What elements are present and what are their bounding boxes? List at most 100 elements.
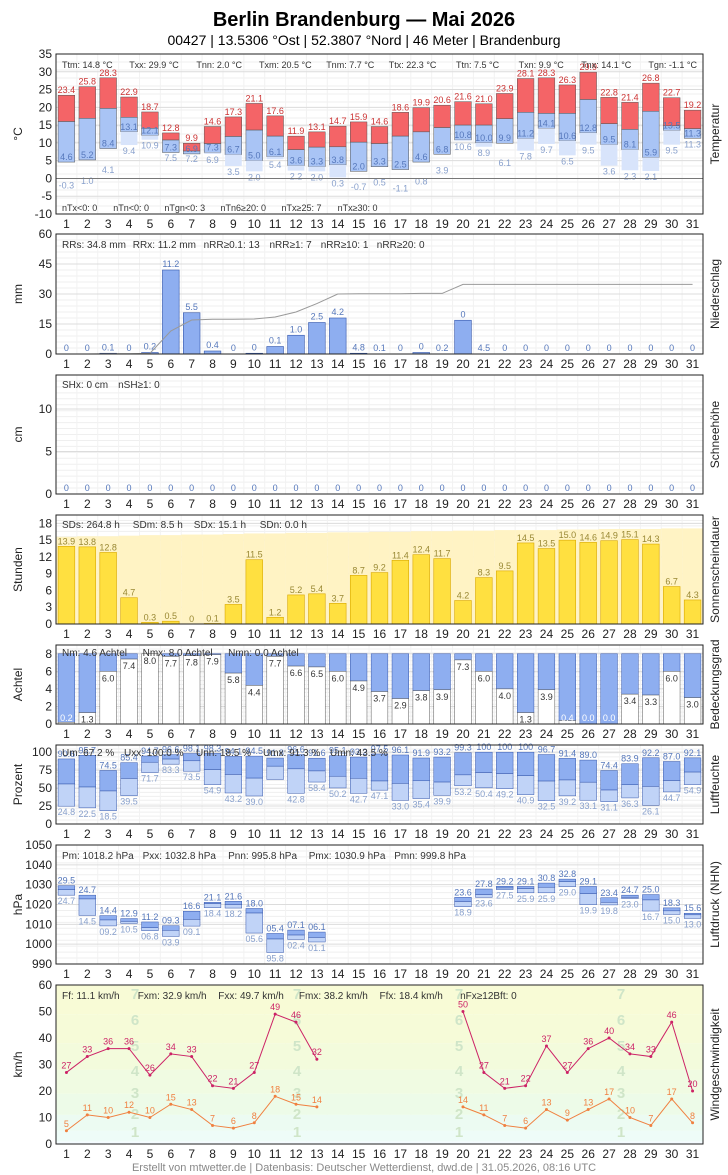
possible-sunshine-bar — [264, 533, 286, 624]
gust-point — [148, 1073, 152, 1077]
pressure-lower-bar — [99, 919, 117, 927]
mean-wind-label: 6 — [231, 1116, 236, 1126]
mean-wind-point — [64, 1129, 68, 1133]
temp-xtick: 27 — [602, 217, 616, 231]
temp-xtick: 30 — [665, 217, 679, 231]
humidity-summary-stat: Umn: 43.5 % — [330, 748, 388, 759]
humidity-upper-bar — [475, 751, 493, 773]
gust-point — [315, 1057, 319, 1061]
tmin-bar — [266, 156, 284, 160]
cloud-label: 3.9 — [436, 692, 449, 702]
sunshine-bar — [475, 577, 493, 625]
humidity-min-label: 35.4 — [412, 800, 430, 810]
snow-label: 0 — [460, 483, 465, 493]
clear-sky-bar — [558, 653, 576, 721]
cloud-xtick: 26 — [582, 727, 596, 741]
beaufort-watermark: 2 — [131, 1106, 139, 1123]
humidity-upper-bar — [663, 761, 681, 781]
beaufort-watermark: 4 — [617, 1063, 626, 1080]
cloud-label: 3.0 — [686, 700, 699, 710]
temp-summary-stat: Ttm: 14.8 °C — [62, 60, 113, 70]
tg-label: 7.2 — [185, 154, 198, 164]
snow-xtick: 21 — [477, 497, 491, 511]
pressure-min-label: 25.9 — [538, 894, 556, 904]
tmean-bar — [245, 129, 263, 161]
sun-xtick: 25 — [561, 627, 575, 641]
snow-label: 0 — [314, 483, 319, 493]
tmean-bar — [99, 108, 117, 149]
pressure-max-label: 23.6 — [454, 887, 472, 897]
humidity-ytick: 25 — [39, 799, 53, 813]
precip-xtick: 19 — [435, 357, 449, 371]
tmin-label: 13.1 — [120, 122, 138, 132]
clear-sky-bar — [329, 653, 347, 672]
pressure-min-label: 25.9 — [517, 894, 535, 904]
humidity-min-label: 42.7 — [350, 794, 368, 804]
sunshine-label: 13.9 — [58, 536, 76, 546]
beaufort-band — [56, 1130, 703, 1142]
humidity-ylabel: Prozent — [11, 763, 25, 805]
sunshine-bar — [78, 546, 96, 625]
wind-xtick: 8 — [209, 1147, 216, 1161]
precip-summary-stat: nRR≥20: 0 — [377, 240, 425, 251]
beaufort-watermark: 7 — [131, 986, 139, 1003]
pressure-xtick: 19 — [435, 967, 449, 981]
tmax-label: 18.6 — [392, 102, 410, 112]
pressure-xtick: 14 — [331, 967, 345, 981]
pressure-upper-bar — [78, 894, 96, 900]
humidity-min-label: 40.9 — [517, 796, 535, 806]
precip-bar — [162, 269, 180, 355]
temp-xtick: 20 — [456, 217, 470, 231]
cloud-label: 7.8 — [185, 658, 198, 668]
humidity-max-label: 91.9 — [412, 748, 430, 758]
pressure-min-label: 24.7 — [58, 896, 76, 906]
temp-ytick: -10 — [35, 207, 53, 221]
beaufort-watermark: 1 — [293, 1124, 301, 1141]
mean-wind-label: 14 — [312, 1095, 322, 1105]
cloud-label: 6.0 — [478, 673, 491, 683]
precip-xtick: 4 — [126, 357, 133, 371]
temp-ytick: 15 — [39, 118, 53, 132]
pressure-xtick: 21 — [477, 967, 491, 981]
possible-sunshine-bar — [181, 534, 203, 624]
beaufort-watermark: 3 — [293, 1085, 301, 1102]
humidity-min-label: 33.1 — [579, 801, 597, 811]
humidity-lower-bar — [663, 780, 681, 793]
sun-summary-stat: SDx: 15.1 h — [194, 520, 246, 531]
humidity-min-label: 53.2 — [454, 787, 472, 797]
tg-label: 3.6 — [603, 167, 616, 177]
snow-xtick: 18 — [415, 497, 429, 511]
tmin-bar — [621, 149, 639, 171]
precip-bar — [287, 334, 305, 355]
tmin-bar — [579, 132, 597, 145]
sunshine-bar — [537, 548, 556, 625]
tmin-label: 12.8 — [579, 123, 597, 133]
temp-xtick: 31 — [686, 217, 700, 231]
pressure-xtick: 13 — [310, 967, 324, 981]
sun-ylabel: Stunden — [11, 547, 25, 592]
mean-wind-point — [607, 1097, 611, 1101]
humidity-lower-bar — [266, 765, 284, 780]
wind-xtick: 3 — [105, 1147, 112, 1161]
precip-xtick: 16 — [373, 357, 387, 371]
temp-xtick: 23 — [519, 217, 533, 231]
precip-summary-stat: nRR≥1: 7 — [270, 240, 313, 251]
cloud-label: 7.7 — [165, 658, 178, 668]
tmax-label: 17.3 — [225, 107, 243, 117]
pressure-max-label: 09.3 — [162, 916, 180, 926]
sun-ytick: 12 — [39, 550, 53, 564]
temp-xtick: 8 — [209, 217, 216, 231]
possible-sunshine-bar — [202, 534, 223, 624]
tmin-label: 5.0 — [248, 151, 261, 161]
precip-label: 0.2 — [144, 342, 157, 352]
snow-border — [55, 374, 704, 495]
tmax-bar — [516, 78, 535, 113]
tg-label: 10.9 — [141, 141, 159, 151]
tg-label: 6.9 — [206, 155, 219, 165]
beaufort-watermark: 3 — [455, 1085, 463, 1102]
temp-ytick: -5 — [41, 189, 52, 203]
temp-xtick: 2 — [84, 217, 91, 231]
tg-label: 9.7 — [540, 145, 553, 155]
